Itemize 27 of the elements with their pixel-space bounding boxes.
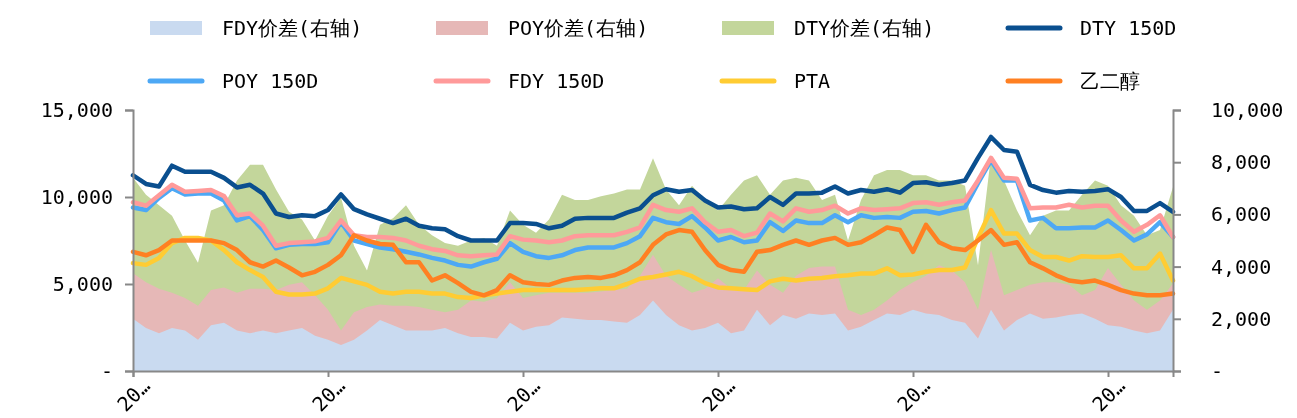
legend-label: PTA [794,69,831,93]
line-series [130,222,1176,298]
y2-tick-label: - [1211,358,1224,383]
x-tick-label: 20… [1087,373,1130,417]
legend-label: 乙二醇 [1080,69,1140,93]
y2-tick-label: 8,000 [1211,150,1272,175]
y-tick-label: 15,000 [40,97,113,122]
line-series [130,134,1176,243]
legend-label: FDY价差(右轴) [222,16,363,40]
y-tick-label: 10,000 [40,184,113,209]
x-tick-label: 20… [502,373,545,417]
y-tick-label: - [100,358,113,383]
legend-label: DTY价差(右轴) [794,16,935,40]
legend-label: FDY 150D [508,69,605,93]
y2-tick-label: 10,000 [1211,97,1284,122]
y-tick-label: 5,000 [52,271,113,296]
legend-label: DTY 150D [1080,16,1177,40]
y2-tick-label: 6,000 [1211,202,1272,227]
x-tick-label: 20… [112,373,155,417]
y2-tick-label: 4,000 [1211,254,1272,279]
x-tick-label: 20… [307,373,350,417]
x-tick-label: 20… [892,373,935,417]
line-series [130,207,1176,301]
x-tick-label: 20… [697,373,740,417]
y2-tick-label: 2,000 [1211,306,1272,331]
legend-label: POY价差(右轴) [508,16,649,40]
legend-label: POY 150D [222,69,319,93]
